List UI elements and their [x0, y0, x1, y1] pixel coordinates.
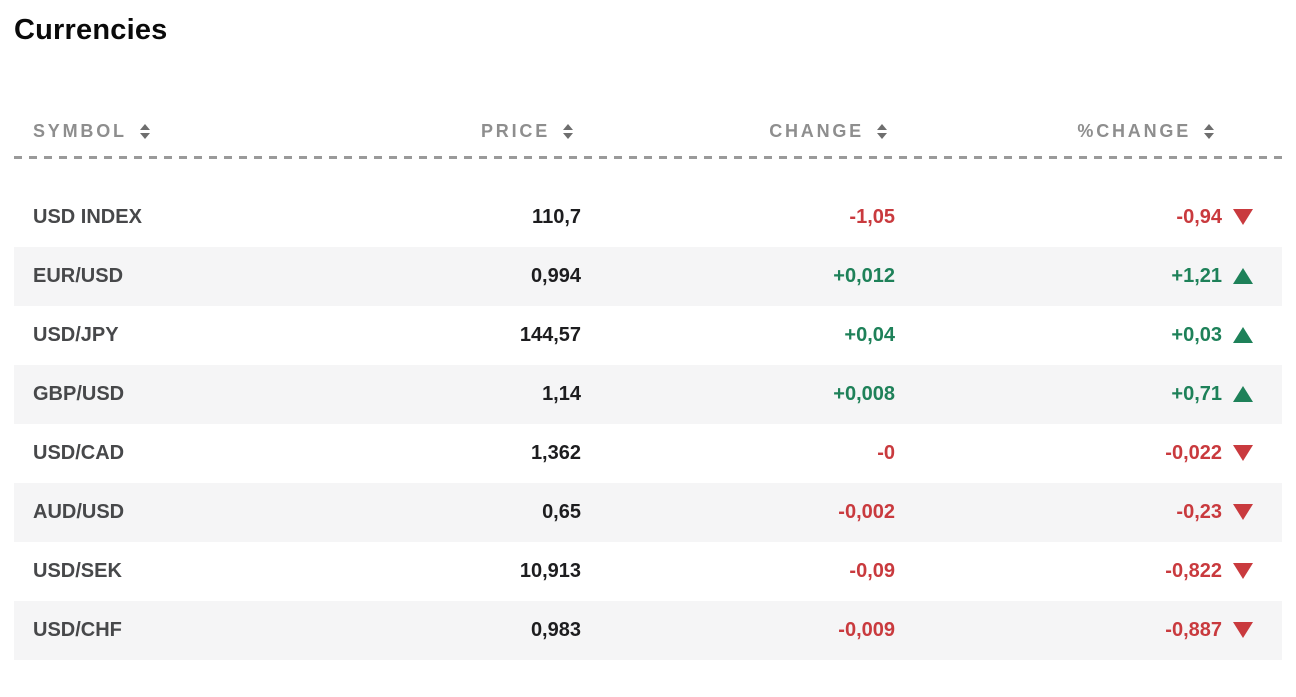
sort-arrows-icon — [563, 124, 573, 139]
sort-arrows-icon — [1204, 124, 1214, 139]
header-divider — [14, 156, 1282, 159]
price-cell: 144,57 — [519, 324, 581, 346]
change-cell: -0,002 — [838, 501, 895, 523]
change-cell: +0,012 — [833, 265, 895, 287]
price-cell: 0,983 — [530, 619, 581, 641]
direction-triangle-icon — [1222, 208, 1282, 227]
change-cell: +0,008 — [833, 383, 895, 405]
table-row-usd-jpy[interactable]: USD/JPY 144,57 +0,04 +0,03 — [14, 306, 1282, 365]
symbol-cell: USD/CHF — [33, 619, 122, 641]
currencies-table: SYMBOL PRICE CHANGE %CHANGE — [14, 117, 1282, 660]
table-row-gbp-usd[interactable]: GBP/USD 1,14 +0,008 +0,71 — [14, 365, 1282, 424]
page-title: Currencies — [14, 14, 168, 46]
symbol-cell: EUR/USD — [33, 265, 124, 287]
sort-header-pct-change[interactable]: %CHANGE — [895, 121, 1222, 142]
sort-up-icon — [877, 124, 887, 130]
table-row-usd-cad[interactable]: USD/CAD 1,362 -0 -0,022 — [14, 424, 1282, 483]
sort-down-icon — [563, 133, 573, 139]
direction-triangle-icon — [1222, 267, 1282, 286]
price-cell: 10,913 — [519, 560, 581, 582]
pct-change-cell: -0,94 — [1176, 206, 1222, 228]
table-row-usd-index[interactable]: USD INDEX 110,7 -1,05 -0,94 — [14, 188, 1282, 247]
symbol-cell: AUD/USD — [33, 501, 125, 523]
price-cell: 0,994 — [530, 265, 581, 287]
pct-change-cell: -0,822 — [1165, 560, 1222, 582]
symbol-cell: USD/SEK — [33, 560, 122, 582]
symbol-cell: USD/CAD — [33, 442, 125, 464]
pct-change-cell: -0,887 — [1165, 619, 1222, 641]
price-cell: 1,14 — [542, 383, 581, 405]
sort-header-price[interactable]: PRICE — [300, 121, 581, 142]
sort-down-icon — [139, 133, 150, 139]
symbol-header-label: SYMBOL — [33, 121, 127, 141]
table-row-aud-usd[interactable]: AUD/USD 0,65 -0,002 -0,23 — [14, 483, 1282, 542]
symbol-cell: USD/JPY — [33, 324, 119, 346]
pct-change-cell: +1,21 — [1171, 265, 1222, 287]
sort-arrows-icon — [139, 124, 150, 139]
change-header-label: CHANGE — [769, 121, 864, 141]
pct-change-cell: -0,022 — [1165, 442, 1222, 464]
symbol-cell: GBP/USD — [33, 383, 125, 405]
sort-up-icon — [139, 124, 150, 130]
change-cell: -0 — [877, 442, 895, 464]
pct-change-header-label: %CHANGE — [1077, 121, 1191, 141]
change-cell: +0,04 — [844, 324, 895, 346]
direction-triangle-icon — [1222, 503, 1282, 522]
direction-triangle-icon — [1222, 621, 1282, 640]
change-cell: -1,05 — [849, 206, 895, 228]
sort-header-symbol[interactable]: SYMBOL — [14, 121, 300, 142]
sort-up-icon — [1204, 124, 1214, 130]
sort-up-icon — [563, 124, 573, 130]
table-row-eur-usd[interactable]: EUR/USD 0,994 +0,012 +1,21 — [14, 247, 1282, 306]
table-row-usd-chf[interactable]: USD/CHF 0,983 -0,009 -0,887 — [14, 601, 1282, 660]
pct-change-cell: +0,71 — [1171, 383, 1222, 405]
price-cell: 110,7 — [532, 206, 581, 228]
sort-arrows-icon — [877, 124, 887, 139]
table-header-row: SYMBOL PRICE CHANGE %CHANGE — [14, 117, 1282, 146]
change-cell: -0,009 — [838, 619, 895, 641]
price-cell: 1,362 — [530, 442, 581, 464]
sort-down-icon — [877, 133, 887, 139]
table-row-usd-sek[interactable]: USD/SEK 10,913 -0,09 -0,822 — [14, 542, 1282, 601]
direction-triangle-icon — [1222, 444, 1282, 463]
pct-change-cell: -0,23 — [1176, 501, 1222, 523]
direction-triangle-icon — [1222, 385, 1282, 404]
table-body: USD INDEX 110,7 -1,05 -0,94 EUR/USD 0,99… — [14, 188, 1282, 660]
direction-triangle-icon — [1222, 326, 1282, 345]
direction-triangle-icon — [1222, 562, 1282, 581]
price-header-label: PRICE — [480, 121, 550, 141]
pct-change-cell: +0,03 — [1171, 324, 1222, 346]
sort-header-change[interactable]: CHANGE — [581, 121, 895, 142]
change-cell: -0,09 — [849, 560, 895, 582]
price-cell: 0,65 — [542, 501, 581, 523]
symbol-cell: USD INDEX — [33, 206, 142, 228]
sort-down-icon — [1204, 133, 1214, 139]
